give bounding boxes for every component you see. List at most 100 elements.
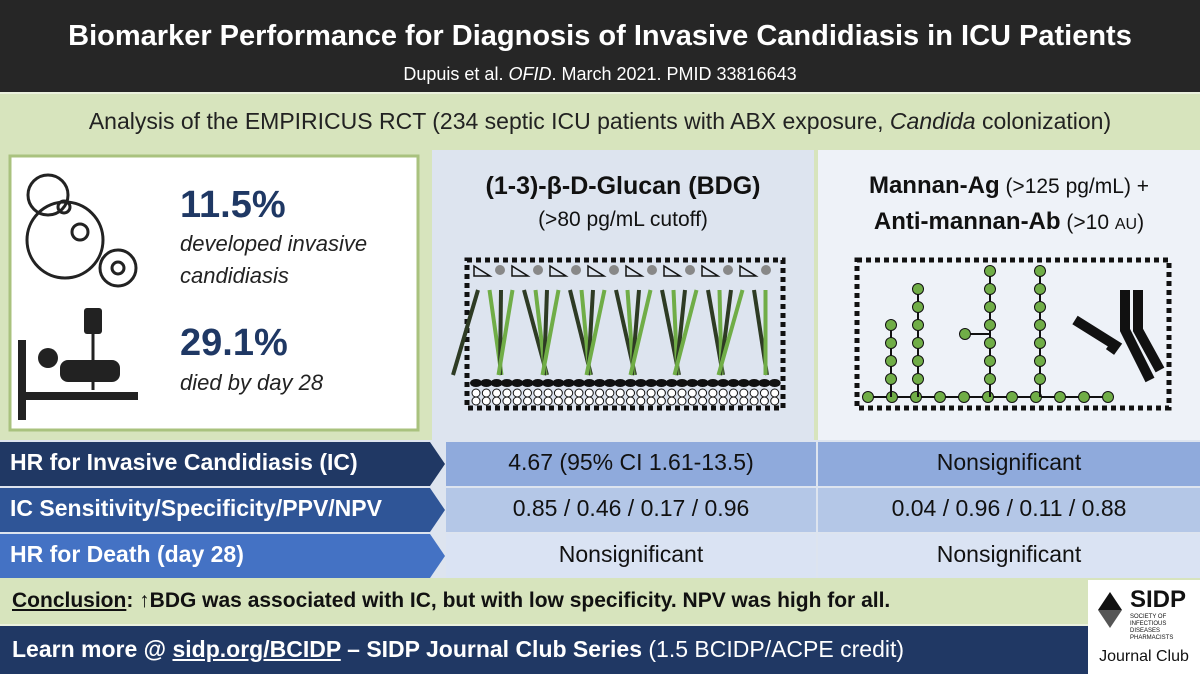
- wall-layer: [748, 379, 761, 387]
- wall-layer: [729, 396, 738, 406]
- wall-layer: [584, 396, 594, 406]
- wall-layer: [665, 379, 678, 387]
- mannose: [912, 319, 924, 331]
- wall-layer: [512, 396, 522, 406]
- wall-layer: [564, 396, 574, 406]
- column-detail: (>80 pg/mL cutoff): [538, 208, 708, 231]
- wall-layer: [677, 396, 687, 406]
- logo-series: Journal Club: [1099, 648, 1189, 665]
- wall-layer: [718, 388, 728, 398]
- table-cell: 4.67 (95% CI 1.61-13.5): [508, 449, 754, 475]
- wall-layer: [708, 388, 718, 398]
- mannose: [912, 355, 924, 367]
- wall-layer: [717, 379, 730, 387]
- wall-layer: [584, 388, 594, 398]
- wall-layer: [531, 379, 544, 387]
- wall-layer: [492, 388, 502, 398]
- row-label-bg: [0, 442, 445, 486]
- wall-layer: [739, 396, 749, 406]
- wall-layer: [687, 388, 697, 398]
- footer-credit: (1.5 BCIDP/ACPE credit): [642, 636, 905, 662]
- glucan-strand: [451, 289, 480, 376]
- wall-layer: [471, 388, 481, 398]
- journal: OFID: [508, 64, 552, 84]
- wall-layer: [706, 379, 719, 387]
- mannose: [1034, 337, 1046, 349]
- candida-icon: [25, 173, 138, 288]
- patient-icon: [18, 308, 138, 420]
- column-heading: (1-3)-β-D-Glucan (BDG): [485, 172, 761, 200]
- wall-layer: [614, 379, 627, 387]
- conclusion-text: : ↑BDG was associated with IC, but with …: [126, 589, 891, 612]
- mannose: [885, 355, 897, 367]
- wall-layer: [656, 396, 666, 406]
- logo-box: [1088, 580, 1200, 674]
- mannose: [1006, 391, 1018, 403]
- column-heading: Anti-mannan-Ab (>10 AU): [818, 208, 1200, 236]
- cell-bg: [446, 442, 816, 486]
- glucan-flag: [739, 264, 759, 277]
- mannose: [934, 391, 946, 403]
- row-label: IC Sensitivity/Specificity/PPV/NPV: [10, 495, 382, 521]
- wall-layer: [636, 396, 646, 406]
- glucan-flag: [663, 264, 683, 277]
- mannose: [1054, 391, 1066, 403]
- glucan-bead: [647, 265, 657, 275]
- wall-layer: [677, 388, 687, 398]
- wall-layer: [770, 396, 780, 406]
- wall-layer: [676, 379, 688, 387]
- wall-layer: [626, 396, 635, 406]
- title: Biomarker Performance for Diagnosis of I…: [68, 20, 1132, 52]
- cell-bg: [446, 534, 816, 578]
- glucan-bead: [533, 265, 543, 275]
- column-heading: Mannan-Ag (>125 pg/mL) +: [818, 172, 1200, 200]
- bdg-diagram: [451, 264, 781, 406]
- glucan-bead: [495, 265, 505, 275]
- footer-link[interactable]: sidp.org/BCIDP: [172, 636, 341, 662]
- glucan-strand: [628, 289, 653, 376]
- header-bar: [0, 0, 1200, 92]
- wall-layer: [615, 396, 625, 406]
- wall-layer: [768, 379, 781, 387]
- mannose: [958, 391, 970, 403]
- table-cell: Nonsignificant: [558, 541, 704, 567]
- wall-layer: [542, 379, 555, 387]
- wall-layer: [624, 379, 637, 387]
- wall-layer: [543, 388, 553, 398]
- glucan-flag: [625, 264, 645, 277]
- mannose: [984, 319, 996, 331]
- footer-bar: [0, 626, 1090, 674]
- marker-name: Mannan-Ag: [868, 172, 1000, 199]
- wall-layer: [593, 379, 606, 387]
- row-label-bg: [0, 488, 445, 532]
- footer-text: Learn more @: [12, 636, 173, 662]
- wall-layer: [645, 379, 658, 387]
- mannose: [1034, 319, 1046, 331]
- wall-layer: [759, 388, 769, 398]
- wall-layer: [634, 379, 647, 387]
- wall-layer: [562, 379, 575, 387]
- mannose: [984, 373, 996, 385]
- mannose: [1034, 301, 1046, 313]
- mannose: [1030, 391, 1042, 403]
- stat-label: developed invasive candidiasis: [180, 231, 368, 288]
- mannan-diagram: [862, 265, 1114, 403]
- authors: Dupuis et al.: [403, 64, 509, 84]
- wall-layer: [574, 396, 584, 406]
- table-cell: 0.04 / 0.96 / 0.11 / 0.88: [891, 495, 1127, 521]
- mannose: [1034, 265, 1046, 277]
- stat-value: 29.1%: [180, 322, 288, 364]
- banner-text: colonization): [975, 108, 1112, 134]
- mannose: [912, 373, 924, 385]
- marker-detail: (>10: [1060, 211, 1115, 234]
- glucan-strand: [584, 289, 607, 376]
- mannose: [862, 391, 874, 403]
- wall-layer: [646, 396, 656, 406]
- conclusion-label: Conclusion: [12, 589, 127, 612]
- cell-bg: [446, 488, 816, 532]
- glucan-flag: [701, 264, 721, 277]
- wall-layer: [615, 388, 625, 398]
- wall-layer: [523, 396, 532, 406]
